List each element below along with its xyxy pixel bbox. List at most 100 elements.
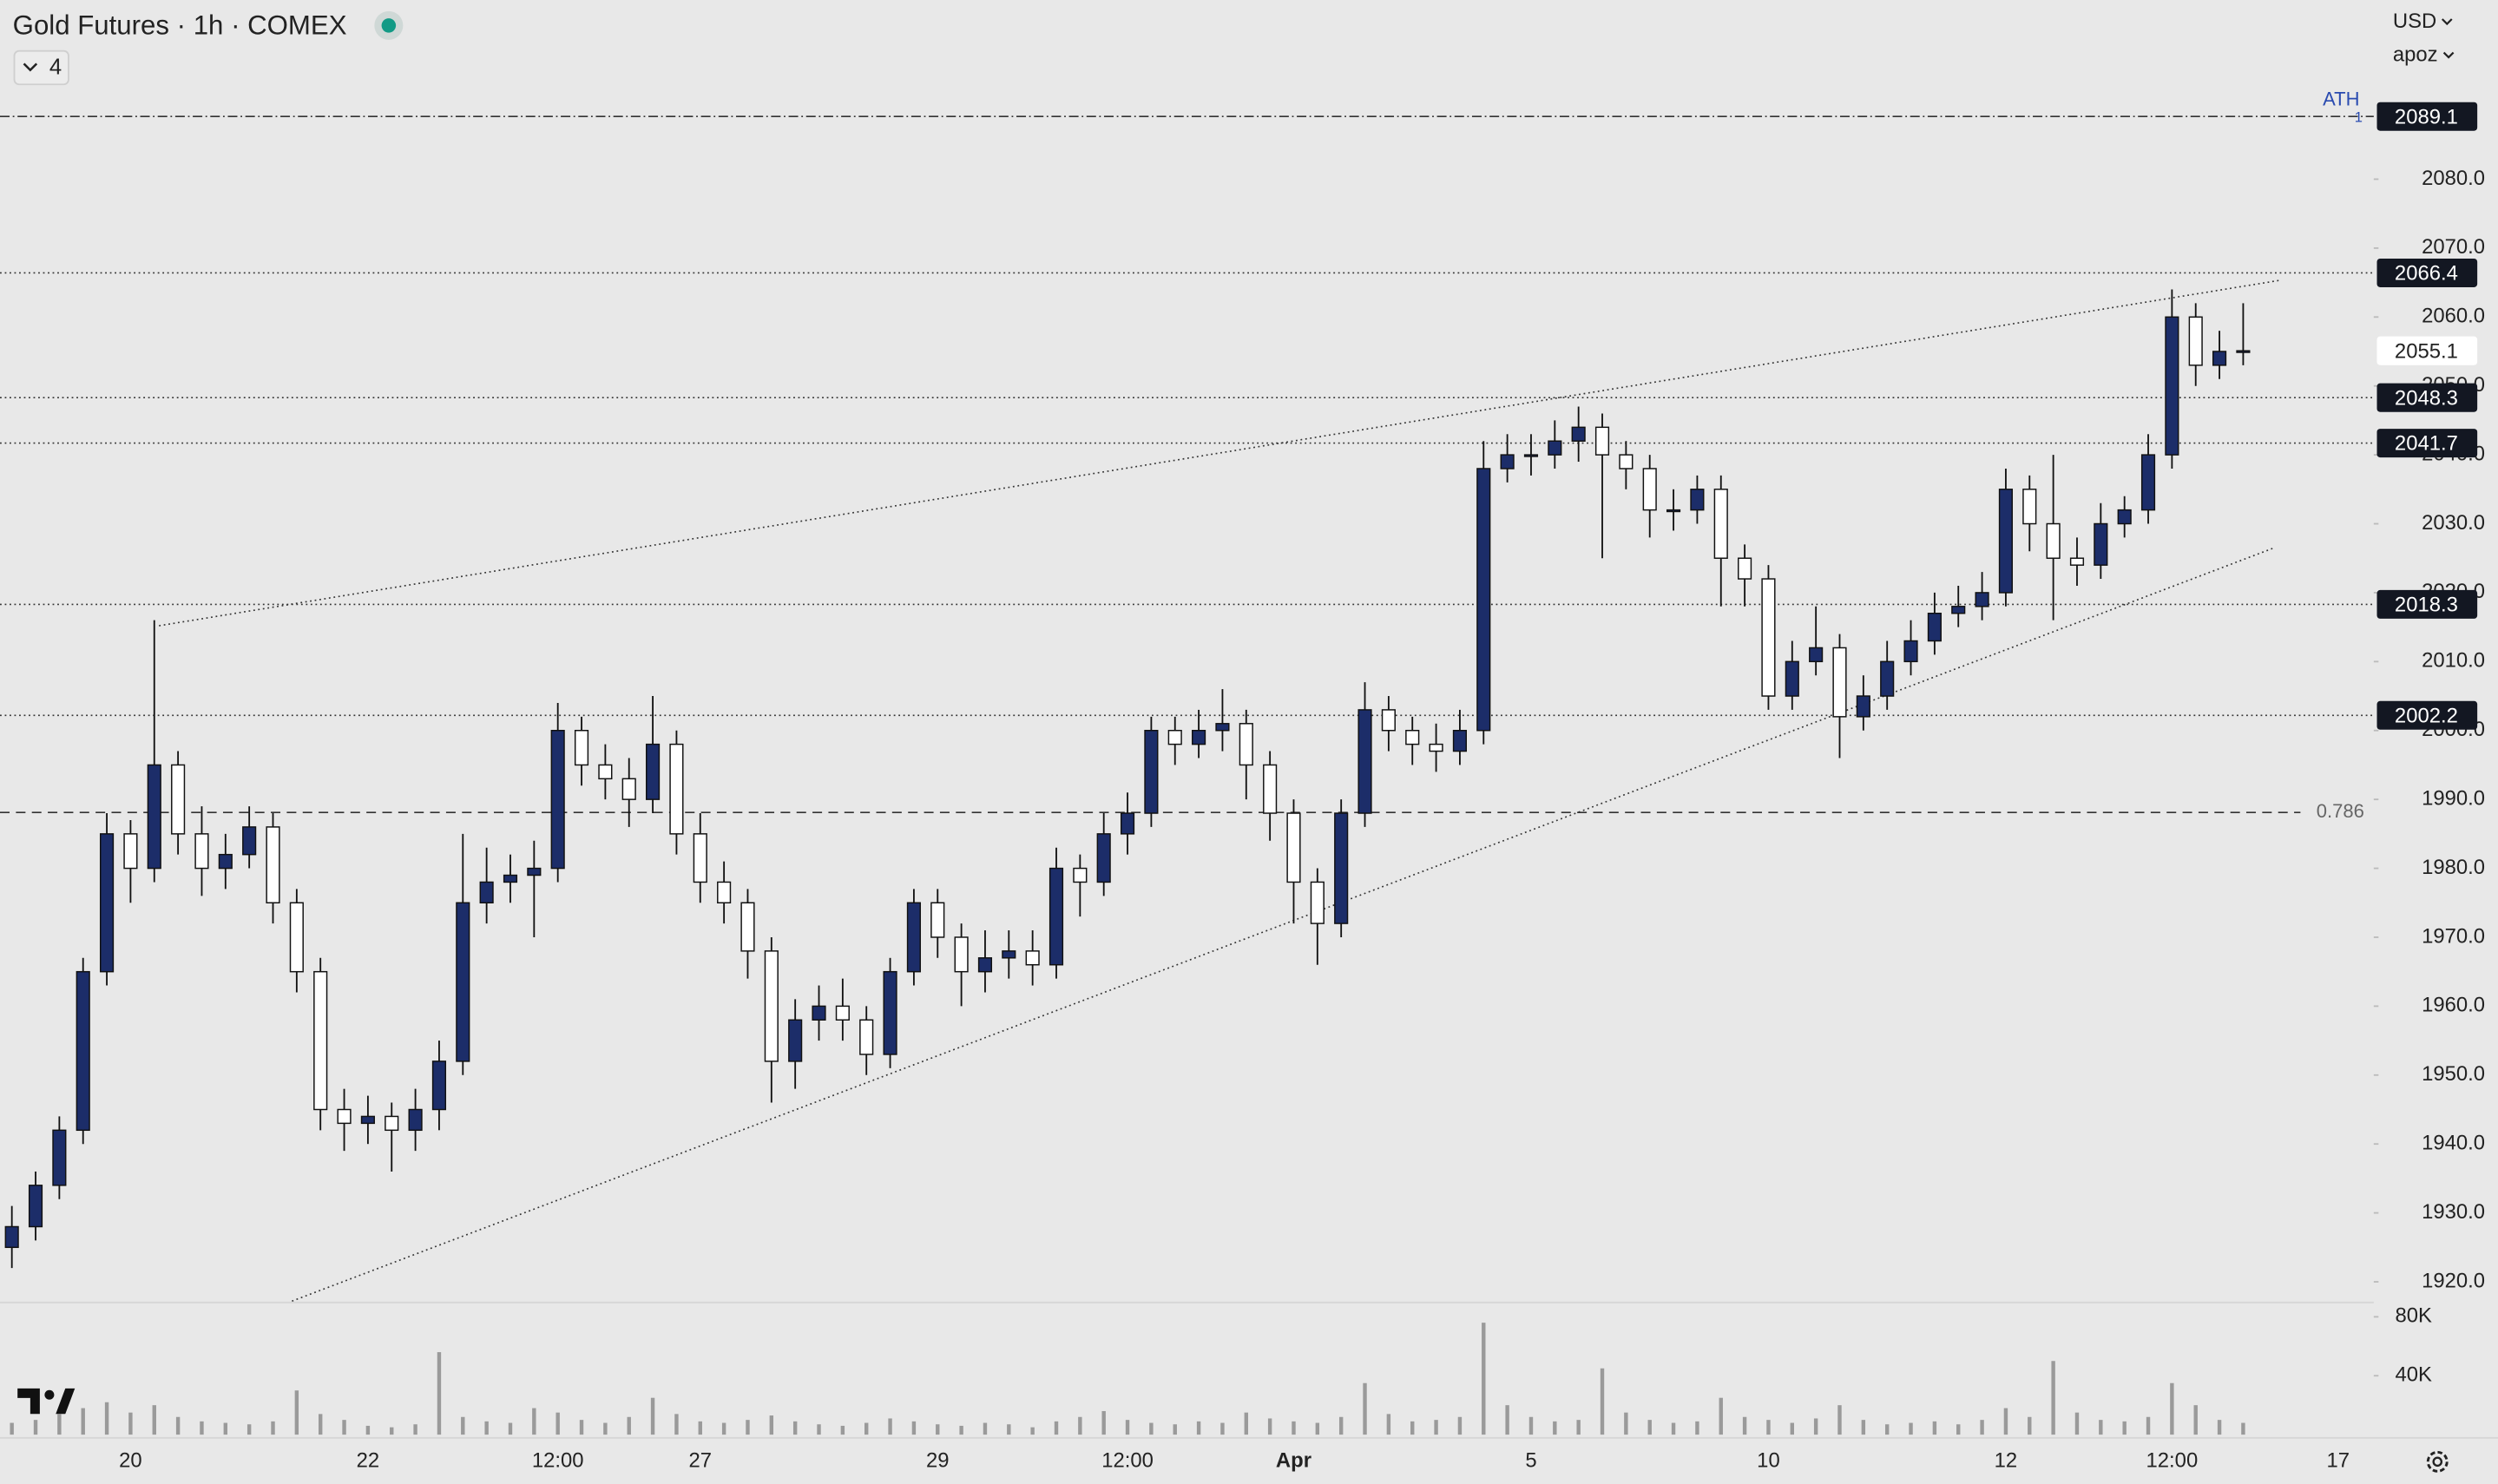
candle-body (1192, 730, 1206, 745)
x-tick-label: 10 (1757, 1449, 1780, 1473)
candle-body (337, 1108, 352, 1125)
x-tick-label: 12 (1995, 1449, 2018, 1473)
volume-bar (1386, 1414, 1391, 1435)
volume-bar (1030, 1427, 1035, 1435)
candle-body (503, 874, 518, 883)
x-tick-label: 29 (926, 1449, 950, 1473)
level-price-box (2376, 102, 2478, 131)
volume-bar (650, 1397, 655, 1435)
volume-bar (769, 1415, 774, 1435)
candle-body (859, 1019, 874, 1055)
candle-body (1429, 743, 1443, 752)
indicator-toggle[interactable]: 4 (13, 49, 69, 86)
candle-body (1357, 709, 1372, 814)
candle-body (1002, 950, 1016, 959)
volume-bar (1054, 1421, 1059, 1435)
volume-bar (1742, 1416, 1747, 1435)
status-dot[interactable] (381, 18, 397, 33)
volume-bar (1244, 1412, 1248, 1435)
volume-bar (365, 1425, 371, 1435)
candle-body (1832, 647, 1847, 718)
candle-body (1073, 867, 1088, 883)
logo-part (17, 1388, 40, 1415)
x-tick-label: Apr (1276, 1449, 1311, 1473)
indicator-count: 4 (49, 56, 62, 80)
candle-body (1167, 730, 1182, 745)
toggle-box[interactable] (13, 49, 69, 86)
gear-hub (2432, 1456, 2443, 1468)
volume-bar (319, 1414, 323, 1435)
logo-part (56, 1388, 76, 1415)
candle-body (2094, 522, 2108, 566)
volume-bar (627, 1416, 631, 1435)
candle-body (1975, 592, 1989, 607)
currency[interactable]: USD (2393, 10, 2436, 33)
volume-bar (2099, 1420, 2103, 1435)
candle-body (1713, 489, 1728, 559)
x-tick-label: 27 (689, 1449, 713, 1473)
level-price: 2018.3 (2395, 594, 2458, 617)
volume-bar (603, 1422, 608, 1435)
candle-body (906, 902, 921, 973)
volume-bar (1363, 1382, 1367, 1435)
candle-body (550, 730, 565, 870)
volume-bar (1315, 1422, 1320, 1435)
x-tick-label: 17 (2327, 1449, 2350, 1473)
volume-bar (1600, 1368, 1605, 1435)
candle-body (527, 867, 542, 877)
candle-body (171, 764, 186, 835)
volume-tick-label: 40K (2395, 1363, 2432, 1387)
y-tick-label: 1970.0 (2422, 924, 2485, 948)
candle-body (2117, 509, 2132, 525)
candle-body (1239, 723, 1253, 766)
candle-body (1452, 730, 1467, 752)
candle-body (123, 833, 138, 870)
candle-body (1049, 867, 1064, 966)
candle-body (574, 730, 589, 766)
y-tick-label: 2070.0 (2422, 235, 2485, 259)
level-price-box (2376, 700, 2478, 730)
x-tick-label: 22 (357, 1449, 380, 1473)
candle-body (740, 902, 755, 952)
settings-icon[interactable] (2426, 1450, 2449, 1473)
volume-bar (911, 1421, 917, 1435)
candle-body (1144, 730, 1159, 814)
level-sublabel: 1 (2355, 109, 2363, 125)
volume-bar (888, 1418, 892, 1435)
candle-body (52, 1129, 67, 1186)
volume-bar (1149, 1422, 1154, 1435)
volume-bar (57, 1414, 62, 1435)
candle-body (1381, 709, 1396, 732)
volume-bar (936, 1424, 940, 1435)
volume-bar (1410, 1421, 1415, 1435)
volume-bar (1695, 1421, 1699, 1435)
volume-bar (721, 1422, 726, 1435)
volume-bar (1837, 1405, 1842, 1435)
chevron (23, 62, 38, 72)
candle-body (266, 826, 280, 903)
volume-bar (1101, 1410, 1106, 1435)
volume-bar (1719, 1397, 1723, 1435)
candle-body (883, 970, 897, 1055)
account[interactable]: apoz (2393, 43, 2438, 67)
candle-body (1405, 730, 1420, 745)
logo[interactable] (17, 1388, 76, 1415)
gear (2426, 1450, 2449, 1473)
volume-bar (983, 1422, 988, 1435)
volume-bar (1980, 1420, 1984, 1435)
y-tick-label: 1960.0 (2422, 994, 2485, 1017)
candle-body (242, 826, 257, 856)
volume-bar (1553, 1421, 1557, 1435)
volume-bar (1671, 1422, 1676, 1435)
candle-body (1927, 613, 1942, 642)
candle-body (1096, 833, 1111, 883)
chevron (2441, 18, 2453, 26)
volume-bar (271, 1421, 275, 1435)
y-tick-label: 1980.0 (2422, 856, 2485, 879)
volume-bar (10, 1422, 14, 1435)
volume-bar (484, 1421, 489, 1435)
volume-bar (200, 1421, 204, 1435)
volume-bar (2217, 1420, 2222, 1435)
logo-part (44, 1389, 55, 1400)
